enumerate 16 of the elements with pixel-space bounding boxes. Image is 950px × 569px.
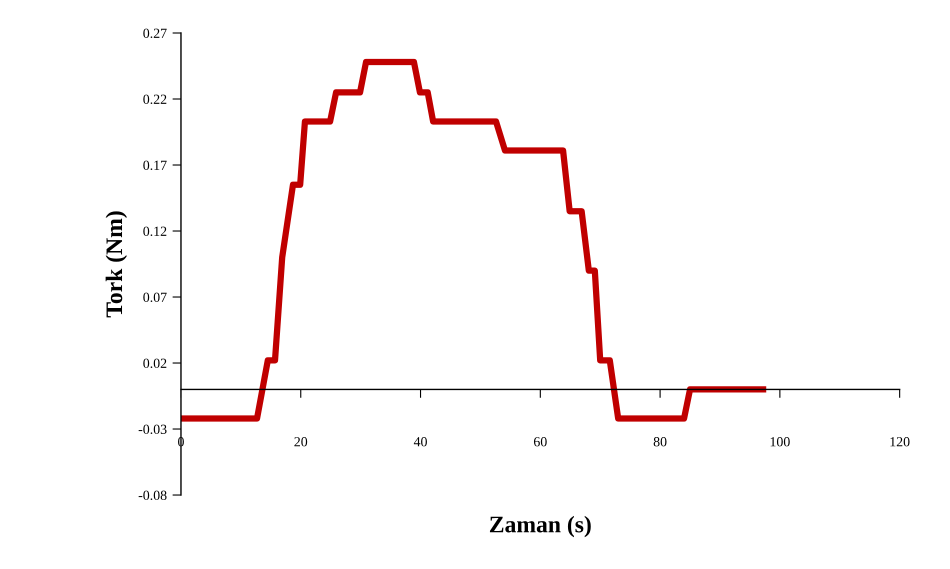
x-tick-label: 80 — [654, 437, 667, 446]
y-tick-label: 0.12 — [143, 226, 166, 236]
x-tick-label: 60 — [534, 437, 547, 446]
y-tick-label: -0.03 — [138, 424, 167, 434]
x-axis-title: Zaman (s) — [490, 516, 591, 538]
x-tick-label: 120 — [890, 437, 910, 446]
x-tick-label: 100 — [770, 437, 790, 446]
y-axis-title: Tork (Nm) — [106, 211, 128, 318]
y-tick-label: 0.17 — [143, 160, 167, 170]
y-tick-label: 0.02 — [143, 358, 166, 368]
y-tick-label: 0.27 — [143, 28, 167, 38]
y-tick-label: -0.08 — [138, 490, 167, 500]
y-tick-label: 0.07 — [143, 292, 167, 302]
y-tick-label: 0.22 — [143, 94, 166, 104]
x-tick-label: 20 — [294, 437, 308, 446]
x-tick-label: 40 — [414, 437, 427, 446]
